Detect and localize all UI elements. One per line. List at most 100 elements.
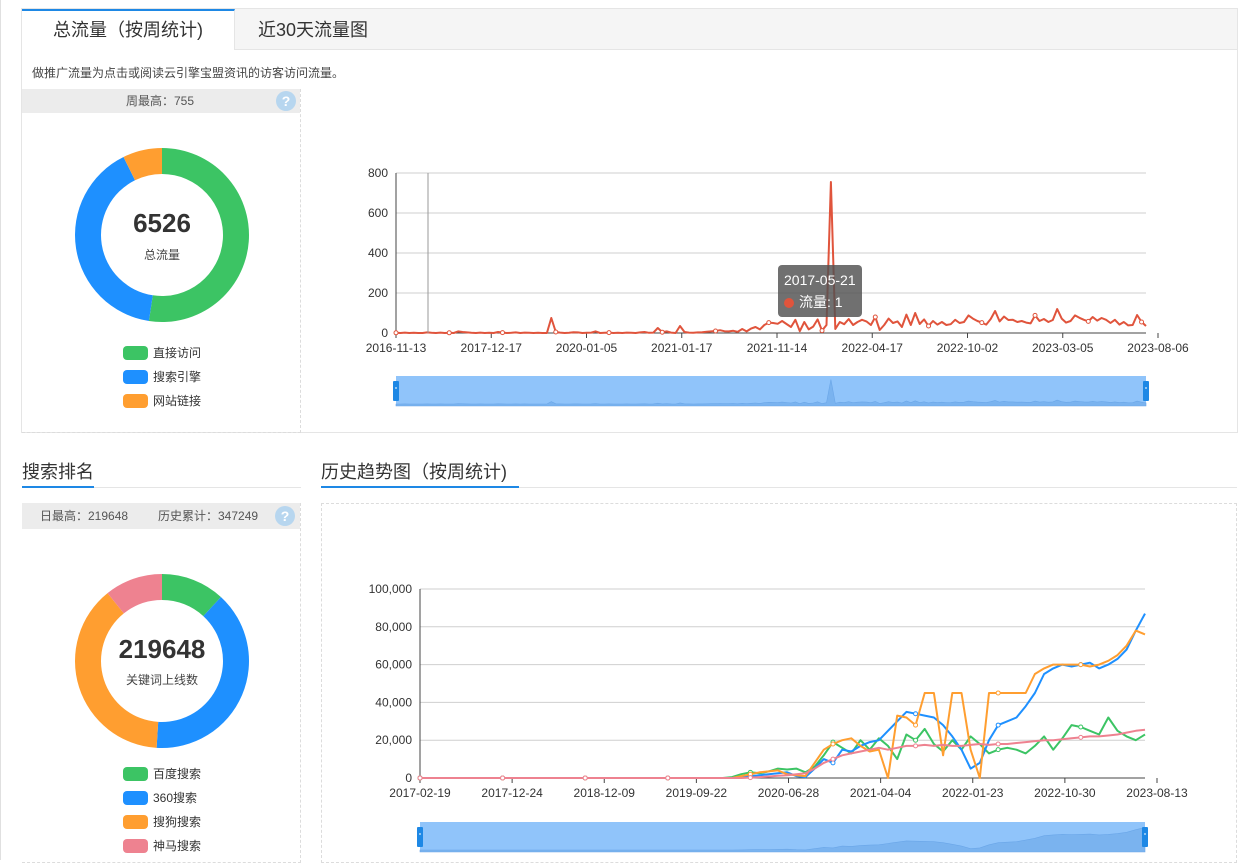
history-chart-x-tick-label: 2023-08-13 [1126, 786, 1188, 800]
traffic-chart-x-tick-label: 2023-08-06 [1127, 341, 1189, 355]
history-chart-point [665, 775, 671, 781]
traffic-chart-x-tick-label: 2020-01-05 [556, 341, 618, 355]
legend-label-direct: 直接访问 [153, 346, 202, 360]
legend-label-link: 网站链接 [153, 394, 202, 408]
traffic-chart-x-tick-label: 2022-04-17 [842, 341, 904, 355]
history-chart-series-line-0 [420, 716, 1146, 779]
history-chart-point [1078, 724, 1084, 730]
traffic-chart-point [1085, 318, 1091, 324]
traffic-panel: 总流量（按周统计) 近30天流量图 做推广流量为点击或阅读云引擎宝盟资讯的访客访… [21, 8, 1238, 433]
history-chart-point [913, 737, 919, 743]
history-chart-zoom-preview [419, 827, 1146, 853]
search-stat-box: 日最高：219648 历史累计：347249 ? 219648 关键词上线数 百… [22, 503, 301, 863]
help-icon[interactable]: ? [276, 91, 296, 111]
legend-label-search: 搜索引擎 [153, 370, 202, 384]
history-trend-rule [321, 487, 1237, 488]
traffic-chart-zoom-handle-1[interactable] [1143, 381, 1149, 401]
traffic-donut-chart [74, 148, 249, 322]
tab-total-traffic[interactable]: 总流量（按周统计) [22, 9, 235, 50]
history-chart-point [500, 775, 506, 781]
traffic-chart-y-tick-label: 0 [381, 326, 388, 340]
history-chart-x-tick-label: 2018-12-09 [574, 786, 636, 800]
daily-max-label: 日最高：219648 [40, 509, 129, 523]
legend-swatch-shenma [123, 839, 148, 853]
legend-swatch-search [123, 370, 148, 384]
traffic-chart-y-tick-label: 400 [368, 246, 388, 260]
traffic-chart-point [393, 330, 399, 336]
history-chart-point [830, 756, 836, 762]
traffic-chart-point [606, 330, 612, 336]
legend-swatch-direct [123, 346, 148, 360]
help-icon[interactable]: ? [275, 506, 295, 526]
legend-label-shenma: 神马搜索 [153, 839, 202, 853]
traffic-description: 做推广流量为点击或阅读云引擎宝盟资讯的访客访问流量。 [32, 66, 345, 80]
legend-swatch-link [123, 394, 148, 408]
history-chart-zoom-handle-0[interactable] [417, 827, 423, 847]
history-chart-x-tick-label: 2020-06-28 [758, 786, 820, 800]
tooltip-series: 流量 [799, 294, 827, 310]
history-chart-point [995, 747, 1001, 753]
search-ranking-title: 搜索排名 [22, 462, 94, 482]
traffic-chart-series-line-0 [395, 181, 1147, 334]
history-chart-point [1078, 662, 1084, 668]
traffic-chart-point [872, 314, 878, 320]
history-chart-x-tick-label: 2022-01-23 [942, 786, 1004, 800]
tab-bar: 总流量（按周统计) 近30天流量图 [22, 9, 1237, 50]
history-chart-x-tick-label: 2022-10-30 [1034, 786, 1096, 800]
legend-label-sogou: 搜狗搜索 [153, 815, 202, 829]
traffic-line-chart: 0 200 400 600 800 2016-11-13 2017-12-17 2020-01… [366, 166, 1189, 407]
history-chart-point [913, 743, 919, 749]
chart-tooltip: 2017-05-21 流量: 1 [778, 265, 862, 317]
traffic-chart-x-tick-label: 2021-01-17 [651, 341, 713, 355]
history-chart-series-line-1 [420, 613, 1146, 779]
traffic-chart-point [979, 320, 985, 326]
history-chart-x-tick-label: 2021-04-04 [850, 786, 912, 800]
traffic-chart-point [1032, 312, 1038, 318]
traffic-chart-y-tick-label: 200 [368, 286, 388, 300]
traffic-chart-zoom-handle-0[interactable] [393, 381, 399, 401]
search-donut-slice-0[interactable] [162, 574, 221, 617]
traffic-stat-header: 周最高：755 ? [22, 89, 300, 113]
history-trend-accent [321, 486, 519, 488]
history-chart-x-tick-label: 2019-09-22 [666, 786, 728, 800]
traffic-chart-point [500, 330, 506, 336]
weekly-max-label: 周最高：755 [126, 94, 195, 108]
history-chart-y-tick-label: 80,000 [375, 620, 412, 634]
traffic-chart-point [766, 320, 772, 326]
traffic-chart-point [926, 323, 932, 329]
traffic-chart-point [713, 328, 719, 334]
history-chart-point [747, 775, 753, 781]
history-chart-y-tick-label: 0 [405, 771, 412, 785]
history-chart-x-tick-label: 2017-12-24 [481, 786, 543, 800]
search-total-value: 219648 [118, 634, 206, 664]
legend-label-baidu: 百度搜索 [153, 767, 202, 781]
history-chart-y-tick-label: 40,000 [375, 695, 412, 709]
tooltip-date: 2017-05-21 [784, 272, 856, 288]
traffic-chart-point [659, 329, 665, 335]
search-donut-chart [74, 574, 249, 748]
traffic-chart-x-tick-label: 2021-11-14 [747, 341, 808, 355]
history-chart-zoom-handle-1[interactable] [1142, 827, 1148, 847]
legend-swatch-360 [123, 791, 148, 805]
traffic-stat-box: 周最高：755 ? 6526 总流量 直接访问 搜索引擎 网站链接 [22, 89, 301, 433]
tab-30-day-traffic[interactable]: 近30天流量图 [257, 20, 369, 40]
history-chart-point [582, 775, 588, 781]
search-donut-slice-3[interactable] [107, 574, 162, 614]
traffic-donut-slice-2[interactable] [123, 148, 162, 181]
search-donut-slice-1[interactable] [156, 596, 249, 748]
history-chart-point [417, 775, 423, 781]
history-line-chart: 0 20,000 40,000 60,000 80,000 100,000 2017-02-… [369, 582, 1188, 853]
traffic-donut-slice-1[interactable] [74, 156, 153, 322]
search-stat-header: 日最高：219648 历史累计：347249 ? [22, 503, 300, 529]
history-chart-y-tick-label: 20,000 [375, 733, 412, 747]
search-ranking-accent [22, 486, 94, 488]
traffic-chart-x-tick-label: 2016-11-13 [366, 341, 427, 355]
traffic-chart-zoom-slider[interactable] [396, 376, 1146, 406]
history-chart-y-tick-label: 100,000 [369, 582, 413, 596]
search-donut-slice-2[interactable] [74, 593, 159, 748]
traffic-donut-slice-0[interactable] [148, 148, 249, 322]
tooltip-dot-icon [784, 298, 794, 308]
traffic-chart-point [819, 328, 825, 334]
history-chart-y-tick-label: 60,000 [375, 658, 412, 672]
history-chart-point [995, 690, 1001, 696]
